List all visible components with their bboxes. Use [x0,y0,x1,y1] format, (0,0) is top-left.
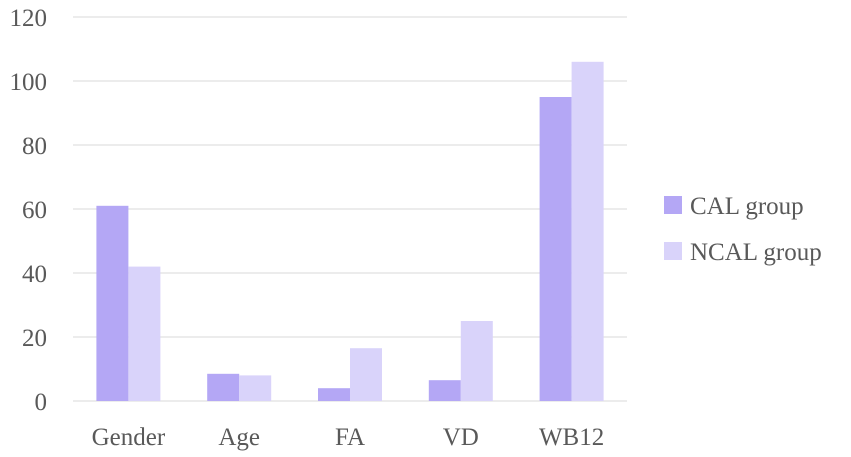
legend-label: CAL group [690,193,804,220]
y-tick-label: 60 [22,197,47,224]
y-tick-label: 100 [10,69,48,96]
bars [96,61,604,402]
bar [128,266,161,401]
x-tick-label: WB12 [539,424,604,451]
y-tick-label: 120 [10,5,48,32]
y-tick-label: 0 [35,389,48,416]
y-tick-label: 20 [22,325,47,352]
bar [460,321,493,401]
x-tick-label: FA [335,424,365,451]
gridlines [73,16,627,402]
y-tick-label: 40 [22,261,47,288]
bar [571,61,604,402]
bar [207,373,240,401]
bar [96,205,129,401]
bar [428,380,461,401]
legend-swatch [664,196,682,214]
y-axis-tick-labels: 0 20 40 60 80 100 120 [10,5,48,416]
x-tick-label: Age [218,424,260,451]
bar [239,375,272,401]
x-tick-label: Gender [92,424,166,451]
bar [539,97,572,401]
bar [350,348,382,401]
bar [318,388,350,401]
x-tick-label: VD [443,424,479,451]
x-axis-tick-labels: Gender Age FA VD WB12 [92,424,605,451]
legend-label: NCAL group [690,239,822,266]
legend: CAL group NCAL group [664,193,822,266]
y-tick-label: 80 [22,133,47,160]
legend-swatch [664,242,682,260]
